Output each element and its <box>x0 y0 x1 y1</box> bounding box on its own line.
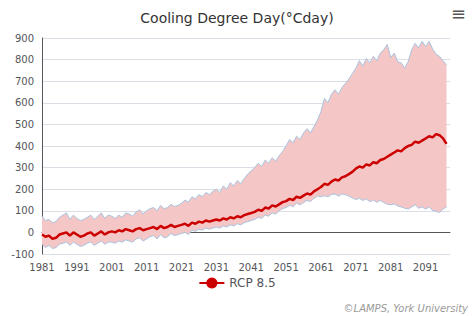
svg-text:2071: 2071 <box>343 262 368 273</box>
svg-text:400: 400 <box>15 141 34 152</box>
svg-text:©LAMPS, York University: ©LAMPS, York University <box>344 303 470 314</box>
svg-text:1991: 1991 <box>64 262 89 273</box>
svg-text:2031: 2031 <box>204 262 229 273</box>
svg-text:2061: 2061 <box>308 262 333 273</box>
svg-text:Cooling Degree Day(°Cday): Cooling Degree Day(°Cday) <box>140 10 333 26</box>
svg-text:2041: 2041 <box>239 262 264 273</box>
svg-text:2001: 2001 <box>99 262 124 273</box>
svg-text:2051: 2051 <box>273 262 298 273</box>
svg-text:900: 900 <box>15 33 34 44</box>
svg-text:800: 800 <box>15 54 34 65</box>
svg-text:2011: 2011 <box>134 262 159 273</box>
svg-text:300: 300 <box>15 162 34 173</box>
svg-text:2021: 2021 <box>169 262 194 273</box>
svg-text:RCP 8.5: RCP 8.5 <box>229 276 275 290</box>
svg-text:700: 700 <box>15 76 34 87</box>
svg-text:200: 200 <box>15 184 34 195</box>
svg-text:2081: 2081 <box>378 262 403 273</box>
svg-text:500: 500 <box>15 119 34 130</box>
svg-text:0: 0 <box>28 227 34 238</box>
svg-text:-100: -100 <box>11 249 34 260</box>
svg-text:1981: 1981 <box>29 262 54 273</box>
svg-text:≡: ≡ <box>451 3 466 24</box>
svg-text:600: 600 <box>15 97 34 108</box>
svg-text:2091: 2091 <box>413 262 438 273</box>
svg-text:100: 100 <box>15 205 34 216</box>
